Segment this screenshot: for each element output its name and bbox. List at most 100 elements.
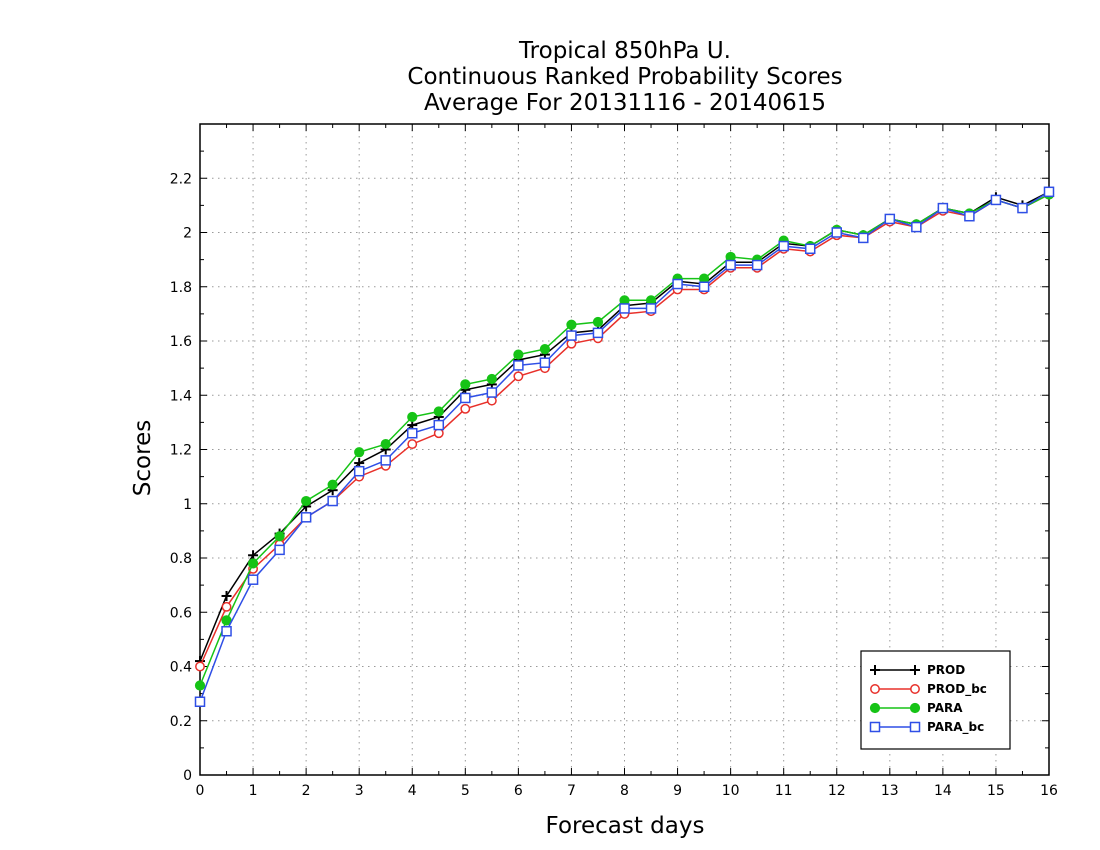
data-point-para	[433, 406, 444, 417]
data-point-para-bc	[300, 512, 312, 523]
data-point-para-bc	[327, 495, 338, 507]
series-prod	[195, 186, 1054, 667]
series-para-bc	[194, 186, 1055, 708]
data-point-prod-bc	[513, 371, 524, 382]
data-point-para	[513, 349, 524, 360]
data-point-prod-bc	[407, 439, 418, 450]
data-point-para-bc	[698, 281, 710, 292]
data-point-para-bc	[194, 696, 206, 708]
data-point-para	[274, 531, 285, 542]
data-point-para-bc	[1017, 202, 1028, 214]
legend-label: PROD	[927, 663, 965, 677]
y-tick-label: 1.4	[170, 388, 192, 404]
x-tick-label: 2	[302, 783, 311, 799]
data-point-para	[194, 680, 206, 691]
x-tick-label: 5	[461, 783, 470, 799]
data-point-para-bc	[804, 243, 816, 255]
y-tick-label: 0.2	[170, 714, 192, 730]
data-point-para-bc	[274, 544, 285, 556]
axis-ticks: 0 1 2 3 4 5 6 7 8 9 10 11 12 13 14 15 1600.20.40.60.811.…	[170, 124, 1058, 799]
data-point-para	[486, 373, 497, 385]
data-point-prod-bc	[460, 403, 471, 414]
data-point-para-bc	[645, 303, 657, 314]
x-tick-label: 4	[408, 783, 417, 799]
legend-label: PROD_bc	[927, 682, 987, 697]
legend-marker	[869, 702, 881, 714]
x-tick-label: 0	[196, 783, 205, 799]
y-tick-label: 2.2	[170, 171, 192, 187]
x-tick-label: 11	[775, 783, 793, 799]
x-tick-label: 6	[514, 783, 523, 799]
data-point-para	[539, 344, 551, 355]
data-point-para	[407, 411, 418, 423]
y-tick-label: 1.8	[170, 280, 192, 296]
chart-title: Tropical 850hPa U. Continuous Ranked Pro…	[407, 38, 842, 116]
data-point-para-bc	[964, 210, 975, 222]
series-para	[194, 189, 1055, 691]
data-point-para-bc	[592, 327, 604, 339]
y-tick-label: 0.6	[170, 605, 192, 621]
x-tick-label: 16	[1040, 783, 1058, 799]
data-point-para-bc	[513, 360, 524, 371]
data-point-para	[566, 319, 577, 330]
x-tick-label: 10	[722, 783, 740, 799]
data-point-para-bc	[884, 213, 896, 225]
data-point-para-bc	[486, 387, 498, 398]
data-point-para-bc	[380, 455, 391, 466]
x-tick-label: 3	[355, 783, 364, 799]
legend-label: PARA	[927, 701, 963, 715]
x-tick-label: 8	[620, 783, 629, 799]
chart-legend: PROD PROD_bc PARA PARA_bc	[860, 650, 1011, 750]
y-tick-label: 1.2	[170, 443, 192, 459]
data-point-para	[301, 495, 312, 507]
data-point-para-bc	[407, 427, 418, 439]
chart-title-line-3: Average For 20131116 - 20140615	[424, 90, 826, 116]
legend-box	[860, 650, 1011, 750]
data-point-para-bc	[1043, 186, 1055, 198]
data-point-para-bc	[566, 330, 577, 341]
data-point-para	[247, 558, 259, 569]
data-point-para-bc	[911, 221, 922, 233]
data-point-para-bc	[619, 303, 630, 314]
data-point-para-bc	[858, 232, 869, 244]
data-point-para-bc	[460, 392, 471, 404]
legend-marker	[869, 721, 881, 733]
x-tick-label: 7	[567, 783, 576, 799]
y-tick-label: 0	[183, 768, 192, 784]
x-tick-label: 12	[828, 783, 846, 799]
chart-title-line-1: Tropical 850hPa U.	[518, 38, 731, 64]
x-tick-label: 14	[934, 783, 952, 799]
data-point-para	[380, 438, 391, 450]
grid-lines	[200, 124, 1049, 775]
data-point-prod-bc	[221, 601, 232, 612]
data-point-para	[592, 316, 604, 328]
data-point-para-bc	[725, 259, 736, 271]
data-point-para-bc	[831, 227, 842, 238]
y-tick-label: 0.8	[170, 551, 192, 567]
data-point-para	[354, 447, 365, 458]
legend-item-prod-bc: PROD_bc	[870, 682, 987, 697]
y-tick-label: 1.6	[170, 334, 192, 350]
data-point-para-bc	[672, 278, 683, 290]
data-series	[194, 186, 1055, 708]
data-point-para-bc	[751, 259, 763, 271]
data-point-prod-bc	[195, 661, 205, 672]
x-tick-label: 1	[249, 783, 258, 799]
legend-marker	[910, 684, 920, 694]
legend-marker	[910, 665, 920, 675]
x-tick-label: 9	[673, 783, 682, 799]
data-point-para-bc	[221, 625, 232, 637]
data-point-para-bc	[539, 357, 551, 368]
data-point-para	[327, 479, 338, 490]
y-tick-label: 2	[183, 226, 192, 242]
data-point-para-bc	[353, 465, 365, 477]
y-axis-label: Scores	[130, 420, 156, 496]
data-point-para-bc	[937, 202, 949, 214]
x-axis-label: Forecast days	[546, 813, 705, 839]
data-point-para	[221, 615, 232, 626]
legend-marker	[909, 721, 921, 733]
y-tick-label: 0.4	[170, 660, 192, 676]
y-tick-label: 1	[183, 497, 192, 513]
data-point-para-bc	[990, 194, 1002, 206]
